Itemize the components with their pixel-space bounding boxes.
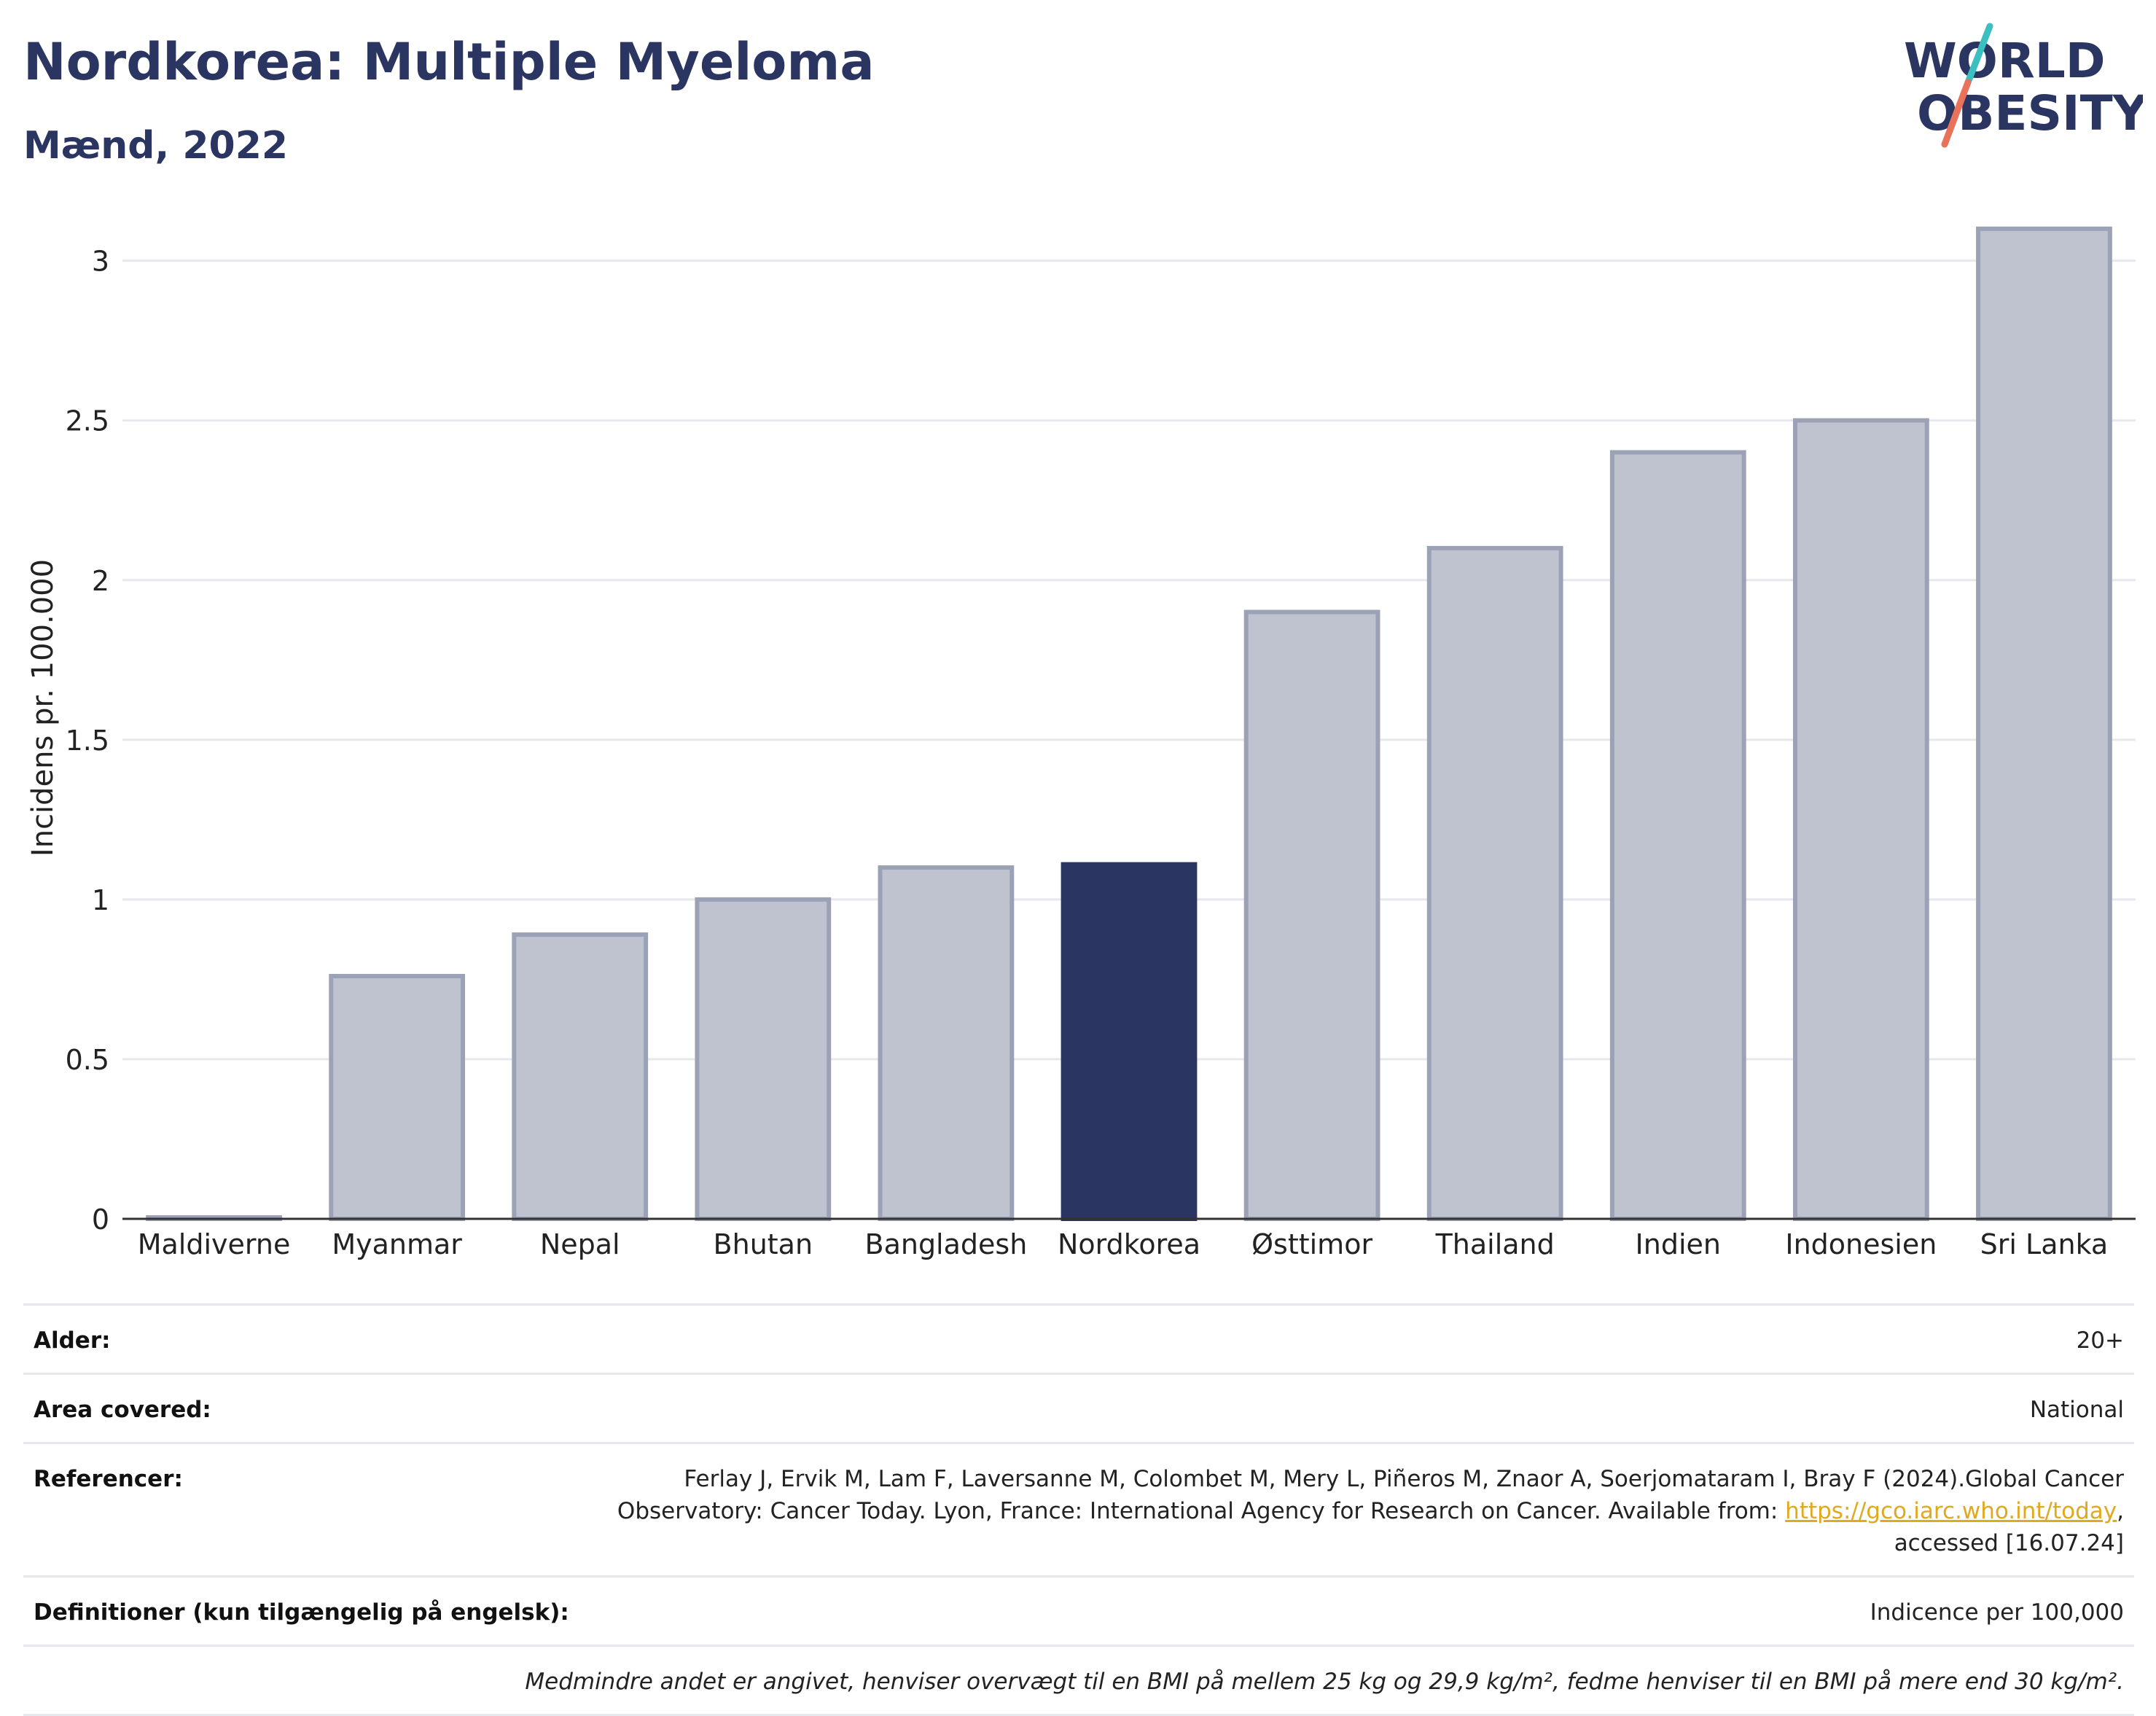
bar-bhutan <box>695 897 832 1221</box>
x-tick-label: Maldiverne <box>138 1228 291 1260</box>
definition-note: Medmindre andet er angivet, henviser ove… <box>525 1669 2124 1695</box>
x-tick-label: Østtimor <box>1251 1228 1372 1260</box>
page-title: Nordkorea: Multiple Myeloma <box>23 32 875 92</box>
logo-slash-top <box>1964 23 1993 86</box>
reference-line-2-end: , <box>2117 1498 2124 1524</box>
x-tick-label: Bhutan <box>714 1228 813 1260</box>
info-value-age: 20+ <box>2076 1327 2124 1354</box>
bar-myanmar <box>329 974 466 1222</box>
reference-line-3: accessed [16.07.24] <box>1894 1530 2124 1556</box>
page-subtitle: Mænd, 2022 <box>23 124 289 168</box>
bar-thailand <box>1426 545 1563 1221</box>
info-row-definitions: Definitioner (kun tilgængelig på engelsk… <box>23 1575 2134 1645</box>
info-row-age: Alder: 20+ <box>23 1303 2134 1373</box>
info-label-area: Area covered: <box>34 1397 211 1423</box>
x-tick-label: Bangladesh <box>865 1228 1028 1260</box>
bar-østtimor <box>1243 609 1380 1221</box>
y-tick-label: 1 <box>92 884 109 916</box>
bar-bangladesh <box>878 865 1015 1221</box>
info-row-area: Area covered: National <box>23 1373 2134 1442</box>
y-tick-label: 2.5 <box>66 405 109 437</box>
info-row-note: Medmindre andet er angivet, henviser ove… <box>23 1645 2134 1716</box>
info-value-area: National <box>2029 1397 2124 1423</box>
reference-link[interactable]: https://gco.iarc.who.int/today <box>1785 1498 2117 1524</box>
info-table: Alder: 20+ Area covered: National Refere… <box>23 1303 2134 1716</box>
logo-line-1: WORLD <box>1904 33 2106 89</box>
x-tick-label: Nepal <box>540 1228 620 1260</box>
x-axis-labels: Maldiverne Myanmar Nepal Bhutan Bangladesh No… <box>138 1228 2108 1260</box>
world-obesity-logo: WORLD OBESITY <box>1904 23 2143 148</box>
y-tick-label: 2 <box>92 565 109 597</box>
bar-nordkorea <box>1061 862 1198 1222</box>
bar-indonesien <box>1792 418 1929 1221</box>
bar-sri lanka <box>1976 226 2112 1221</box>
reference-line-1: Ferlay J, Ervik M, Lam F, Laversanne M, … <box>684 1466 2124 1492</box>
y-tick-label: 0.5 <box>66 1044 109 1076</box>
bar-indien <box>1609 450 1746 1221</box>
info-label-references: Referencer: <box>34 1466 183 1492</box>
y-axis-label: Incidens pr. 100.000 <box>26 559 60 857</box>
y-tick-label: 3 <box>92 246 109 278</box>
bar-chart: 0 0.5 1 1.5 2 2.5 3 Maldiverne Myanmar Nepal Bhut… <box>26 226 2136 1260</box>
info-value-references: Ferlay J, Ervik M, Lam F, Laversanne M, … <box>617 1463 2124 1559</box>
info-row-references: Referencer: Ferlay J, Ervik M, Lam F, La… <box>23 1442 2134 1575</box>
x-tick-label: Thailand <box>1435 1228 1555 1260</box>
x-tick-label: Indien <box>1636 1228 1721 1260</box>
y-tick-label: 0 <box>92 1204 109 1236</box>
reference-line-2: Observatory: Cancer Today. Lyon, France:… <box>617 1498 1786 1524</box>
x-tick-label: Myanmar <box>332 1228 462 1260</box>
bar-nepal <box>512 932 649 1221</box>
info-value-definitions: Indicence per 100,000 <box>1870 1599 2124 1626</box>
x-tick-label: Indonesien <box>1785 1228 1937 1260</box>
y-axis-ticks: 0 0.5 1 1.5 2 2.5 3 <box>66 246 109 1236</box>
bars <box>146 226 2112 1222</box>
info-label-age: Alder: <box>34 1327 111 1354</box>
x-tick-label: Nordkorea <box>1058 1228 1200 1260</box>
y-tick-label: 1.5 <box>66 725 109 757</box>
logo-slash-bottom <box>1941 79 1972 148</box>
x-tick-label: Sri Lanka <box>1980 1228 2109 1260</box>
info-label-definitions: Definitioner (kun tilgængelig på engelsk… <box>34 1599 569 1626</box>
